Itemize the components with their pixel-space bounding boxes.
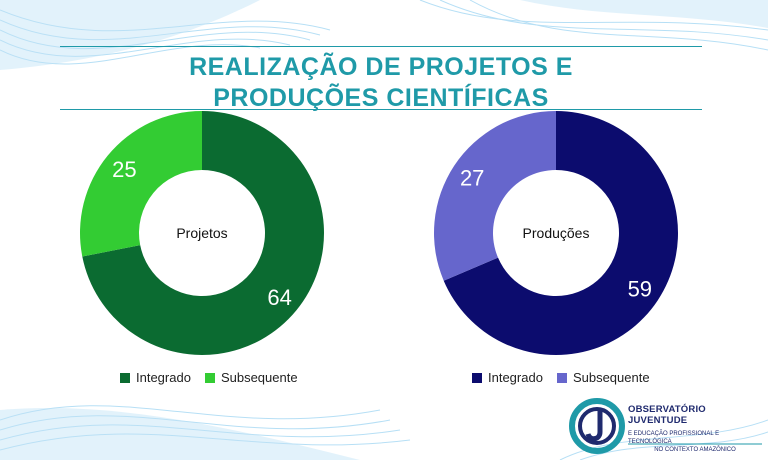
legend-item-subsequente: Subsequente: [204, 370, 298, 385]
donut-slice-projetos-integrado: [82, 111, 324, 355]
donut-slice-producoes-integrado: [443, 111, 678, 356]
legend-item-subsequente: Subsequente: [556, 370, 650, 385]
observatorio-logo: [569, 398, 762, 454]
legend-label: Subsequente: [572, 370, 650, 385]
logo-subtitle: E EDUCAÇÃO PROFISSIONAL E TECNOLÓGICA: [628, 431, 720, 445]
legend-label: Integrado: [488, 370, 543, 385]
legend-label: Integrado: [136, 370, 191, 385]
data-label-projetos-subsequente: 25: [112, 157, 136, 182]
legend-swatch: [472, 372, 482, 383]
donut-slice-producoes-subsequente: [434, 111, 556, 281]
logo-title: OBSERVATÓRIO JUVENTUDE: [628, 404, 706, 426]
legend-item-integrado: Integrado: [120, 370, 191, 385]
title-line-2: PRODUÇÕES CIENTÍFICAS: [213, 84, 549, 112]
legend-label: Subsequente: [220, 370, 298, 385]
data-label-projetos-integrado: 64: [267, 285, 291, 310]
data-label-producoes-subsequente: 27: [460, 166, 484, 191]
title-top-rule: [60, 46, 702, 47]
title-line-1: REALIZAÇÃO DE PROJETOS E: [189, 53, 573, 81]
legend-item-integrado: Integrado: [472, 370, 543, 385]
center-label-projetos: Projetos: [176, 225, 227, 241]
logo-subtitle-2: NO CONTEXTO AMAZÔNICO: [654, 447, 736, 453]
legend-swatch: [204, 372, 215, 383]
legend-swatch: [120, 372, 130, 383]
logo-text: OBSERVATÓRIO JUVENTUDE E EDUCAÇÃO PROFIS…: [628, 404, 762, 454]
donut-slice-projetos-subsequente: [79, 111, 202, 257]
legend-projetos: Integrado Subsequente: [120, 370, 298, 385]
page-title: REALIZAÇÃO DE PROJETOS E PRODUÇÕES CIENT…: [60, 52, 702, 114]
legend-swatch: [556, 372, 567, 383]
data-label-producoes-integrado: 59: [628, 276, 652, 301]
title-bottom-rule: [60, 109, 702, 110]
center-label-producoes: Produções: [523, 225, 590, 241]
legend-producoes: Integrado Subsequente: [472, 370, 650, 385]
